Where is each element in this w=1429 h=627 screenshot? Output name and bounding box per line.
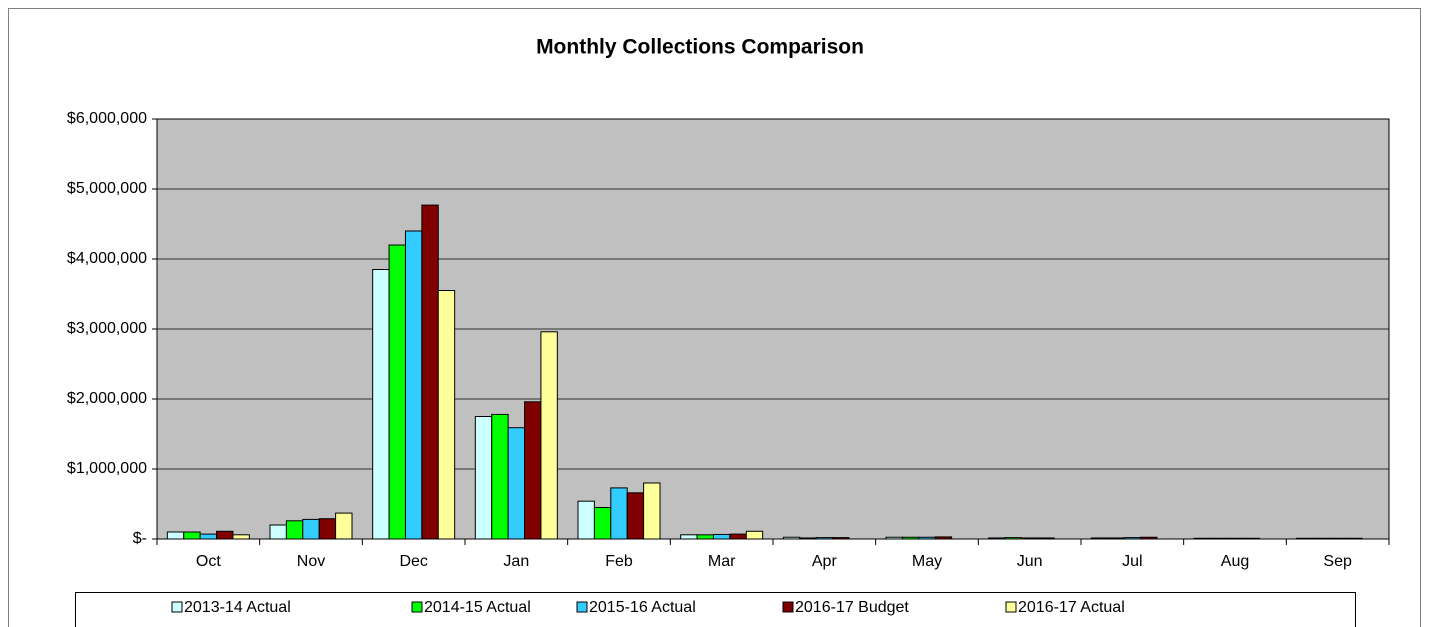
bar bbox=[1107, 537, 1125, 540]
legend-label: 2013-14 Actual bbox=[184, 599, 291, 616]
x-tick-label: Jan bbox=[503, 553, 529, 570]
bar bbox=[491, 413, 509, 540]
y-tick-label: $6,000,000 bbox=[67, 110, 147, 127]
bar bbox=[216, 530, 234, 540]
legend-swatch bbox=[1005, 601, 1017, 613]
bar bbox=[232, 534, 250, 540]
bar bbox=[712, 533, 731, 540]
bar bbox=[199, 533, 218, 540]
chart-title: Monthly Collections Comparison bbox=[536, 36, 864, 59]
legend-swatch bbox=[171, 601, 183, 613]
bar bbox=[696, 534, 714, 540]
x-tick-label: Dec bbox=[399, 553, 427, 570]
bar bbox=[1037, 537, 1055, 540]
x-tick-label: Jun bbox=[1017, 553, 1043, 570]
bar bbox=[1345, 537, 1363, 540]
bar bbox=[404, 230, 423, 540]
bar bbox=[1140, 536, 1158, 540]
bar bbox=[1312, 537, 1330, 540]
bar bbox=[782, 536, 801, 540]
bar bbox=[1020, 537, 1039, 540]
y-tick-label: $5,000,000 bbox=[67, 180, 147, 197]
bar bbox=[1242, 537, 1261, 540]
bar bbox=[1328, 537, 1347, 540]
legend-label: 2014-15 Actual bbox=[424, 599, 531, 616]
x-tick-label: May bbox=[912, 553, 942, 570]
y-tick-label: $2,000,000 bbox=[67, 390, 147, 407]
x-tick-label: Aug bbox=[1221, 553, 1249, 570]
legend-swatch bbox=[782, 601, 794, 613]
bar bbox=[1090, 537, 1109, 540]
bar bbox=[643, 482, 661, 540]
bar bbox=[610, 487, 628, 540]
bar bbox=[680, 534, 698, 540]
bar bbox=[302, 518, 320, 540]
bar bbox=[745, 530, 764, 540]
bar bbox=[1296, 537, 1314, 540]
bar bbox=[885, 536, 903, 540]
x-tick-label: Mar bbox=[708, 553, 736, 570]
bar bbox=[1004, 537, 1022, 540]
bar bbox=[166, 531, 185, 540]
bar bbox=[1193, 537, 1211, 540]
y-tick-label: $1,000,000 bbox=[67, 460, 147, 477]
x-tick-label: Jul bbox=[1122, 553, 1142, 570]
y-tick-label: $- bbox=[133, 530, 147, 547]
bar bbox=[507, 427, 526, 540]
bar bbox=[729, 533, 747, 540]
bar bbox=[437, 290, 456, 540]
bar bbox=[318, 518, 337, 540]
bar bbox=[474, 416, 493, 540]
y-tick-label: $4,000,000 bbox=[67, 250, 147, 267]
bar bbox=[388, 244, 406, 540]
bar bbox=[540, 331, 558, 540]
x-tick-label: Nov bbox=[297, 553, 325, 570]
legend-label: 2016-17 Budget bbox=[795, 599, 909, 616]
bar bbox=[183, 531, 201, 540]
bar bbox=[799, 537, 817, 540]
bar bbox=[577, 500, 595, 540]
legend-box bbox=[75, 592, 1356, 627]
bar bbox=[335, 512, 353, 540]
x-tick-label: Feb bbox=[605, 553, 633, 570]
bar bbox=[421, 204, 439, 540]
bar bbox=[626, 492, 645, 540]
bar bbox=[1123, 537, 1142, 540]
x-tick-label: Apr bbox=[812, 553, 838, 570]
bar bbox=[934, 536, 953, 540]
legend-swatch bbox=[576, 601, 588, 613]
bar bbox=[988, 537, 1006, 540]
bar bbox=[1226, 537, 1244, 540]
bar bbox=[815, 537, 834, 540]
bar bbox=[918, 536, 936, 540]
bar bbox=[1209, 537, 1228, 540]
bar bbox=[269, 524, 287, 540]
legend-swatch bbox=[411, 601, 423, 613]
bar bbox=[285, 520, 304, 540]
bar bbox=[372, 269, 390, 540]
bar bbox=[593, 507, 612, 540]
bar bbox=[524, 401, 542, 540]
bar bbox=[832, 537, 850, 540]
legend-label: 2016-17 Actual bbox=[1018, 599, 1125, 616]
bar bbox=[901, 536, 920, 540]
legend-label: 2015-16 Actual bbox=[589, 599, 696, 616]
y-tick-label: $3,000,000 bbox=[67, 320, 147, 337]
x-tick-label: Oct bbox=[196, 553, 221, 570]
x-tick-label: Sep bbox=[1323, 553, 1352, 570]
